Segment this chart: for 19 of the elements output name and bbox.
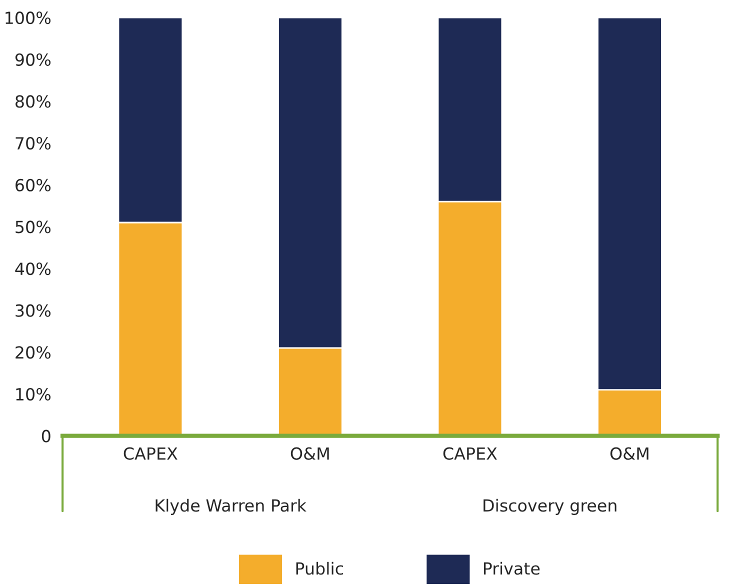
- y-tick-label: 0: [42, 430, 50, 442]
- x-tick-label: CAPEX: [443, 447, 497, 460]
- x-tick-label: CAPEX: [124, 447, 178, 460]
- y-tick-label: 50%: [16, 220, 51, 234]
- y-tick-label: 30%: [16, 304, 51, 317]
- legend-label: Public: [296, 562, 343, 575]
- y-tick-label: 10%: [16, 388, 51, 401]
- y-tick-label: 20%: [16, 346, 51, 359]
- legend-label: Private: [484, 562, 540, 575]
- y-tick-label: 60%: [16, 178, 51, 192]
- y-tick-label: 90%: [15, 53, 51, 66]
- text: Klyde Warren Park: [156, 498, 306, 515]
- x-tick-label: O&M: [610, 447, 648, 460]
- y-tick-label: 100%: [6, 12, 51, 24]
- text: Discovery green: [484, 498, 616, 515]
- y-tick-label: 40%: [15, 262, 51, 276]
- y-tick-label: 80%: [16, 95, 51, 108]
- y-tick-label: 70%: [16, 136, 51, 150]
- x-tick-label: O&M: [290, 447, 329, 460]
